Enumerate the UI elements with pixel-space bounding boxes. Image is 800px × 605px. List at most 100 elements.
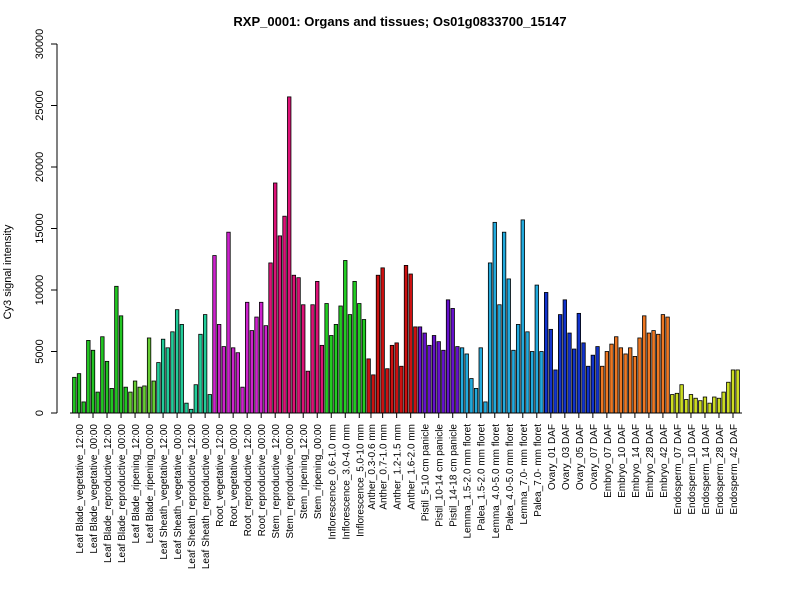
bar [553,369,558,414]
bar [501,231,507,414]
bar [730,369,736,414]
bar [76,373,82,414]
bar [100,336,105,414]
x-tick-label: Embryo_42 DAF [659,424,670,498]
bar [684,399,689,414]
bar [156,362,161,414]
bar [618,347,624,414]
bar [123,386,128,414]
x-tick-label: Leaf Blade_vegetative_00:00 [89,424,100,554]
bar [581,342,586,414]
bar [483,401,488,414]
x-tick-label: Palea_1.5-2.0 mm floret [477,424,488,531]
bar [548,328,553,414]
y-axis-label: Cy3 signal intensity [2,224,14,319]
bar [338,305,343,414]
x-tick-label: Inflorescence_0.6-1.0 mm [327,424,338,540]
bar [604,351,610,414]
bar [81,401,86,414]
x-tick-label: Ovary_07 DAF [589,424,600,490]
bar [441,349,446,414]
bars-group [72,96,740,414]
bar [721,391,726,414]
bar [132,380,138,414]
chart-title: RXP_0001: Organs and tissues; Os01g08337… [233,14,566,29]
y-tick-label: 25000 [34,90,46,121]
bar [534,284,539,414]
bar [646,332,652,414]
bar [361,319,367,414]
x-tick-label: Stem_reproductive_00:00 [285,424,296,539]
bar [525,331,530,414]
x-tick-label: Leaf Blade_reproductive_12:00 [103,424,114,563]
bar [431,335,437,414]
x-tick-label: Leaf Blade_ripening_12:00 [131,424,142,544]
x-tick-label: Embryo_10 DAF [617,424,628,498]
bar [399,365,404,414]
bar [637,337,642,414]
bar [221,346,226,414]
bar [282,215,287,414]
bar [109,387,114,414]
bar [413,326,418,414]
bar [142,385,147,414]
x-tick-label: Ovary_05 DAF [575,424,586,490]
bar [160,338,166,414]
x-tick-label: Embryo_28 DAF [645,424,656,498]
x-tick-label: Leaf Blade_reproductive_00:00 [117,424,128,563]
bar [609,343,614,414]
bar [702,396,708,414]
x-tick-label: Leaf Blade_ripening_00:00 [145,424,156,544]
x-tick-label: Palea_7.0- mm floret [533,424,544,517]
bar [137,386,142,414]
bar [642,315,647,414]
x-tick-label: Pistil_5-10 cm panicle [421,424,432,522]
bar [90,349,96,414]
bar [562,299,567,414]
y-tick-label: 0 [34,410,46,416]
bar [375,274,381,414]
bar [146,337,152,414]
bar [698,400,703,414]
x-tick-label: Lemma_1.5-2.0 mm floret [463,424,474,539]
y-tick-label: 30000 [34,29,46,60]
bar [207,394,212,414]
bar [529,351,535,414]
bar [259,301,264,414]
bar [417,326,423,414]
bar [268,262,273,414]
bar [497,304,502,414]
bar [478,347,483,414]
bar [623,353,628,414]
bar [184,402,189,414]
bar [352,280,357,414]
bar [310,304,315,414]
bar [188,408,194,414]
bar [287,96,292,414]
x-tick-label: Leaf Sheath_reproductive_00:00 [201,424,212,570]
bar [716,397,722,414]
x-tick-label: Root_vegetative_00:00 [229,424,240,527]
x-tick-label: Stem_ripening_12:00 [299,424,310,520]
bar [118,315,124,414]
y-axis: 0 5000 10000 15000 20000 25000 30000 [34,29,58,416]
bar [165,347,170,414]
bar [403,264,409,414]
bar [506,278,511,414]
bar [86,340,91,414]
bar [371,374,376,414]
bar [544,292,549,414]
bar [712,396,717,414]
bar [590,354,595,414]
bar [735,369,740,414]
bar [198,333,203,414]
bar [277,235,283,414]
bar [614,336,619,414]
bar [333,324,339,414]
x-tick-label: Leaf Sheath_vegetative_00:00 [173,424,184,560]
y-tick-label: 20000 [34,152,46,183]
y-tick-label: 5000 [34,339,46,363]
bar [217,324,222,414]
bar [128,391,133,414]
bar [273,182,278,414]
